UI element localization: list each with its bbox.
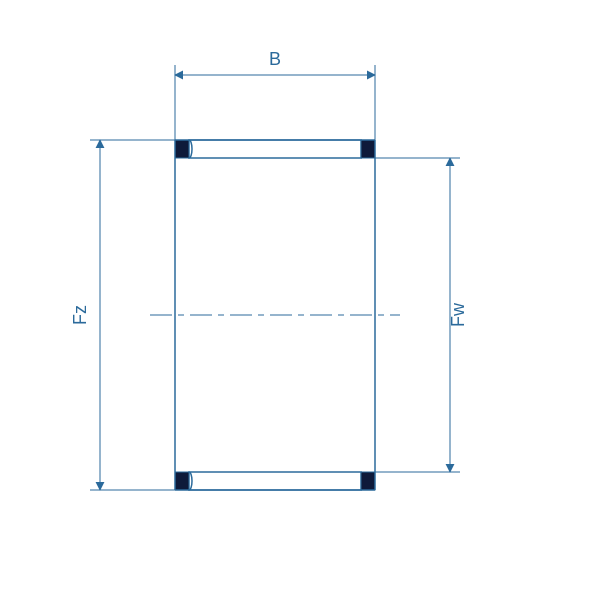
roller-body [189,140,361,158]
label-fz: Fz [70,305,90,325]
label-b: B [269,49,281,69]
roller-body [189,472,361,490]
label-fw: Fw [448,302,468,327]
cage-end-right [361,472,375,490]
cage-end-right [361,140,375,158]
cage-end-left [175,140,189,158]
cage-end-left [175,472,189,490]
